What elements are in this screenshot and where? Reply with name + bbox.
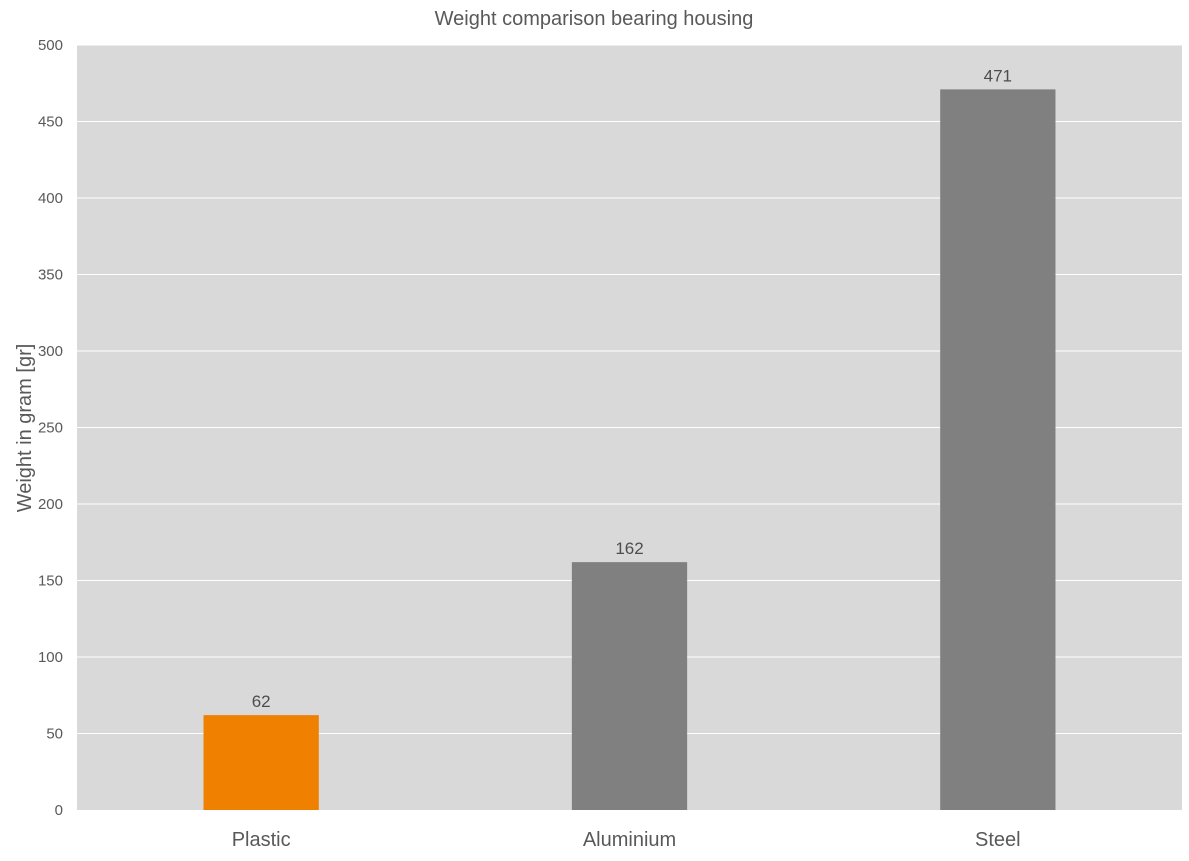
data-labels: 62 162 471 xyxy=(252,66,1012,711)
bar-steel xyxy=(940,89,1056,811)
bar-aluminium xyxy=(571,562,688,810)
y-tick-label: 400 xyxy=(38,190,63,207)
y-axis-ticks: 0 50 100 150 200 250 300 350 400 450 500 xyxy=(38,37,63,819)
y-tick-label: 200 xyxy=(38,496,63,513)
y-tick-label: 300 xyxy=(38,343,63,360)
x-category-label: Steel xyxy=(975,829,1021,851)
y-tick-label: 450 xyxy=(38,114,63,131)
y-tick-label: 350 xyxy=(38,267,63,284)
y-tick-label: 0 xyxy=(55,802,63,819)
y-tick-label: 150 xyxy=(38,573,63,590)
x-category-label: Aluminium xyxy=(583,829,676,851)
chart-title: Weight comparison bearing housing xyxy=(435,8,754,30)
y-tick-label: 500 xyxy=(38,37,63,54)
x-category-label: Plastic xyxy=(232,829,291,851)
data-label-aluminium: 162 xyxy=(615,539,643,558)
y-tick-label: 50 xyxy=(46,726,63,743)
y-axis-label: Weight in gram [gr] xyxy=(14,344,36,513)
data-label-plastic: 62 xyxy=(252,692,271,711)
bar-plastic xyxy=(203,715,319,810)
x-axis-categories: Plastic Aluminium Steel xyxy=(232,829,1021,851)
y-tick-label: 250 xyxy=(38,420,63,437)
bars xyxy=(203,89,1056,811)
y-tick-label: 100 xyxy=(38,649,63,666)
data-label-steel: 471 xyxy=(984,66,1012,85)
